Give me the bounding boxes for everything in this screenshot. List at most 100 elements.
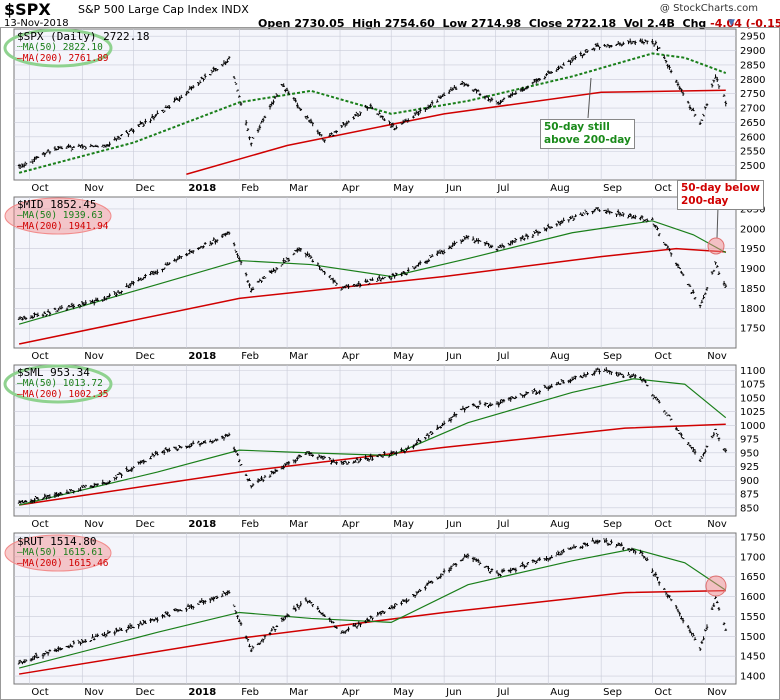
- x-tick-label: Feb: [241, 687, 259, 698]
- legend-sml-ma200-label: MA(200) 1002.35: [22, 389, 109, 400]
- y-tick-label: 1750: [740, 532, 765, 543]
- chart-symbol: $SPX: [4, 0, 51, 19]
- y-tick-label: 2600: [740, 132, 765, 143]
- volume-value: 2.4B: [646, 17, 675, 30]
- y-tick-label: 1100: [740, 366, 765, 377]
- y-tick-label: 1075: [740, 380, 765, 391]
- close-value: 2722.18: [566, 17, 617, 30]
- annotation-50-above-200-line1: 50-day still: [544, 121, 610, 133]
- panel-sml: 850 875 900 925 950 975 1000 1025 1050 1075 1100 Oc…: [3, 364, 765, 530]
- x-tick-label: Oct: [654, 519, 671, 530]
- open-label: Open: [258, 17, 291, 30]
- legend-sml: $SML 953.34 —MA(50) 1013.72 —MA(200) 100…: [17, 367, 109, 400]
- x-tick-label: Apr: [342, 519, 360, 530]
- legend-mid-ma200-label: MA(200) 1941.94: [22, 221, 109, 232]
- x-tick-label: Nov: [84, 183, 104, 194]
- x-tick-label: May: [393, 183, 414, 194]
- legend-rut-ma200-label: MA(200) 1615.46: [22, 558, 109, 569]
- y-tick-label: 1900: [740, 264, 765, 275]
- x-tick-label: Dec: [135, 351, 154, 362]
- x-tick-label: Jun: [445, 351, 462, 362]
- legend-highlight-oval: [4, 534, 112, 572]
- high-label: High: [352, 17, 381, 30]
- y-tick-label: 1700: [740, 552, 765, 563]
- y-tick-label: 2550: [740, 147, 765, 158]
- high-value: 2754.60: [384, 17, 435, 30]
- close-label: Close: [528, 17, 563, 30]
- x-tick-label: Oct: [31, 519, 48, 530]
- x-tick-label: Oct: [31, 687, 48, 698]
- ma200-line: [186, 89, 726, 175]
- legend-rut-ma50: —MA(50) 1615.61: [17, 547, 103, 558]
- x-tick-label: Jun: [445, 687, 462, 698]
- legend-spx-ma50: ┄MA(50) 2822.10: [17, 42, 103, 53]
- x-tick-label: Mar: [289, 351, 309, 362]
- low-value: 2714.98: [471, 17, 522, 30]
- x-tick-label: Dec: [135, 183, 154, 194]
- legend-spx-ma50-label: MA(50) 2822.10: [22, 42, 103, 53]
- ma50-line: [18, 52, 727, 174]
- plot-area: [13, 196, 737, 349]
- x-tick-label: Feb: [241, 519, 259, 530]
- ma200-line: [18, 247, 726, 345]
- x-tick-label: May: [393, 687, 414, 698]
- x-tick-label: Apr: [342, 687, 360, 698]
- y-tick-label: 1850: [740, 284, 765, 295]
- y-tick-label: 2700: [740, 104, 765, 115]
- y-tick-label: 1750: [740, 324, 765, 335]
- y-tick-label: 1025: [740, 407, 765, 418]
- annotation-50-above-200-line2: above 200-day: [544, 134, 631, 146]
- x-tick-label: Mar: [289, 519, 309, 530]
- legend-highlight-oval: [3, 364, 113, 404]
- x-tick-label: 2018: [188, 519, 216, 530]
- x-tick-label: Jul: [496, 519, 509, 530]
- x-tick-label: Aug: [550, 183, 570, 194]
- open-value: 2730.05: [294, 17, 345, 30]
- x-tick-label: Nov: [707, 519, 727, 530]
- x-tick-label: Nov: [707, 351, 727, 362]
- y-tick-label: 925: [740, 462, 759, 473]
- y-tick-label: 2750: [740, 89, 765, 100]
- legend-highlight-oval: [3, 28, 113, 68]
- x-tick-label: Apr: [342, 183, 360, 194]
- x-tick-label: Oct: [654, 351, 671, 362]
- brand-label: @ StockCharts.com: [659, 3, 758, 14]
- x-tick-label: Aug: [550, 351, 570, 362]
- x-tick-label: Sep: [603, 687, 622, 698]
- panel-spx: 2500 2550 2600 2650 2700 2750 2800 2850 2900 2950…: [3, 28, 765, 194]
- annotation-50-above-200: 50-day still above 200-day: [540, 119, 635, 149]
- y-tick-label: 1600: [740, 592, 765, 603]
- y-tick-label: 1000: [740, 421, 765, 432]
- x-tick-label: Mar: [289, 687, 309, 698]
- y-tick-label: 1400: [740, 672, 765, 683]
- y-tick-label: 2850: [740, 60, 765, 71]
- legend-mid-ma50: —MA(50) 1939.63: [17, 210, 103, 221]
- quote-stats: Open 2730.05 High 2754.60 Low 2714.98 Cl…: [258, 17, 780, 30]
- x-tick-label: Aug: [550, 519, 570, 530]
- x-tick-label: Dec: [135, 519, 154, 530]
- annotation-50-below-200-line1: 50-day below: [681, 182, 760, 194]
- x-tick-label: Nov: [84, 687, 104, 698]
- legend-sml-ma50: —MA(50) 1013.72: [17, 378, 103, 389]
- x-tick-label: Oct: [654, 183, 671, 194]
- x-tick-label: Mar: [289, 183, 309, 194]
- legend-mid-ma200: —MA(200) 1941.94: [17, 221, 109, 232]
- x-tick-label: Oct: [31, 183, 48, 194]
- x-tick-label: Nov: [84, 351, 104, 362]
- legend-sml-ma50-label: MA(50) 1013.72: [22, 378, 103, 389]
- y-tick-label: 2000: [740, 224, 765, 235]
- dropdown-arrow-icon[interactable]: ▼: [728, 18, 735, 28]
- ma200-line: [19, 423, 726, 506]
- ma50-line: [18, 548, 727, 669]
- x-tick-label: Jul: [496, 687, 509, 698]
- change-value: -4.04 (-0.15%): [710, 17, 780, 30]
- x-tick-label: Feb: [241, 351, 259, 362]
- y-tick-label: 1500: [740, 632, 765, 643]
- y-tick-label: 1950: [740, 244, 765, 255]
- y-tick-label: 850: [740, 503, 759, 514]
- y-tick-label: 2900: [740, 46, 765, 57]
- legend-mid: $MID 1852.45 —MA(50) 1939.63 —MA(200) 19…: [17, 199, 109, 232]
- legend-mid-ma50-label: MA(50) 1939.63: [22, 210, 103, 221]
- y-tick-label: 975: [740, 435, 759, 446]
